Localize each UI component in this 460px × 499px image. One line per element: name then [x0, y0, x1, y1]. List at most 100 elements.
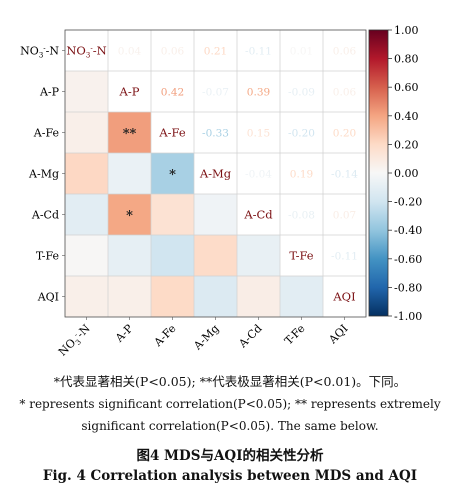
diagonal-variable-label: A-Cd: [243, 208, 273, 222]
correlation-value-label: -0.11: [245, 46, 272, 58]
heatmap-cell: [194, 30, 237, 71]
correlation-value-label: -0.08: [288, 210, 315, 222]
heatmap-cell: [323, 71, 366, 112]
heatmap-cell: [280, 153, 323, 194]
heatmap-cell: [151, 30, 194, 71]
heatmap-cell: [280, 112, 323, 153]
y-axis-tick-label: A-P: [39, 86, 60, 99]
colorbar-tick-label: -0.80: [394, 281, 422, 294]
x-axis-tick-label: NO3--N: [56, 322, 94, 360]
significance-mark: *: [169, 168, 176, 183]
y-axis-tick-label: A-Cd: [31, 209, 59, 222]
significance-note-en-line1: * represents significant correlation(P<0…: [19, 397, 441, 411]
heatmap-cell: [323, 153, 366, 194]
x-axis-tick-label: A-Cd: [236, 322, 265, 351]
heatmap-cell: [65, 276, 108, 317]
heatmap-cell: [65, 235, 108, 276]
figure-caption-en: Fig. 4 Correlation analysis between MDS …: [42, 468, 418, 484]
colorbar-tick-label: 0.60: [394, 81, 419, 94]
heatmap-cell: [65, 30, 108, 71]
heatmap-cell: [151, 276, 194, 317]
colorbar: [368, 29, 389, 317]
heatmap-cell: [194, 235, 237, 276]
heatmap-cell: [280, 30, 323, 71]
colorbar-tick-label: 0.40: [394, 110, 419, 123]
correlation-value-label: 0.04: [118, 46, 142, 58]
correlation-value-label: 0.07: [333, 210, 356, 222]
y-axis-tick-label: AQI: [37, 291, 59, 304]
heatmap-cell: [237, 30, 280, 71]
heatmap-cell: [237, 71, 280, 112]
correlation-value-label: 0.06: [161, 46, 185, 58]
heatmap-cell: [108, 30, 151, 71]
significance-mark: **: [123, 127, 137, 142]
colorbar-tick-label: -1.00: [394, 310, 422, 323]
heatmap-cell: [323, 30, 366, 71]
x-axis-tick-label: T-Fe: [282, 322, 308, 348]
y-axis-tick-label: T-Fe: [36, 250, 59, 263]
heatmap-cell: [151, 112, 194, 153]
colorbar-tick-label: -0.20: [394, 196, 422, 209]
heatmap-cell: [323, 112, 366, 153]
heatmap-cell: [108, 235, 151, 276]
heatmap-cell: [194, 276, 237, 317]
correlation-value-label: -0.07: [202, 87, 229, 99]
colorbar-tick-label: 0.00: [394, 167, 419, 180]
heatmap-cell: [108, 71, 151, 112]
correlation-value-label: 0.06: [333, 46, 357, 58]
correlation-value-label: 0.06: [333, 87, 357, 99]
x-axis-labels: NO3--N A-P A-Fe A-Mg A-Cd T-Fe AQI: [56, 317, 351, 360]
correlation-value-label: 0.42: [161, 87, 184, 99]
heatmap-cell: [280, 71, 323, 112]
correlation-value-label: 0.15: [247, 128, 270, 140]
heatmap-cell: [237, 194, 280, 235]
heatmap-cell: [323, 194, 366, 235]
diagonal-variable-label: A-Mg: [199, 167, 232, 181]
x-axis-tick-label: A-Fe: [151, 322, 179, 350]
colorbar-ticks: 1.00 0.80 0.60 0.40 0.20 0.00 -0.20 -0.40 -0.60 -…: [388, 24, 422, 323]
heatmap-cell: [65, 112, 108, 153]
correlation-value-label: -0.33: [202, 128, 229, 140]
significance-mark: *: [126, 209, 133, 224]
heatmap-cell: [151, 153, 194, 194]
heatmap-cell: [323, 235, 366, 276]
heatmap-cell: [108, 112, 151, 153]
heatmap-cell: [237, 235, 280, 276]
correlation-value-label: -0.14: [331, 169, 358, 181]
heatmap-cells: [65, 30, 366, 317]
x-axis-tick-label: A-Mg: [191, 322, 222, 353]
heatmap-cell: [108, 194, 151, 235]
heatmap-cell: [151, 235, 194, 276]
correlation-value-label: -0.20: [288, 128, 315, 140]
heatmap-cell: [108, 276, 151, 317]
correlation-value-label: 0.20: [333, 128, 356, 140]
diagonal-variable-label: A-Fe: [158, 126, 186, 140]
significance-note-cn: *代表显著相关(P<0.05); **代表极显著相关(P<0.01)。下同。: [53, 374, 407, 389]
heatmap-cell: [151, 194, 194, 235]
heatmap-cell: [237, 153, 280, 194]
heatmap-cell: [280, 194, 323, 235]
heatmap-cell: [194, 153, 237, 194]
colorbar-tick-label: 1.00: [394, 24, 419, 37]
heatmap-cell: [65, 194, 108, 235]
colorbar-tick-label: 0.80: [394, 53, 419, 66]
x-axis-tick-label: AQI: [326, 322, 351, 347]
heatmap-cell: [237, 276, 280, 317]
colorbar-tick-label: -0.60: [394, 253, 422, 266]
diagonal-variable-label: NO3--N: [66, 44, 106, 60]
heatmap-cell: [194, 194, 237, 235]
colorbar-tick-label: -0.40: [394, 224, 422, 237]
heatmap-cell: [65, 71, 108, 112]
correlation-value-label: 0.19: [290, 169, 313, 181]
heatmap-cell: [108, 153, 151, 194]
heatmap-cell: [194, 71, 237, 112]
x-axis-tick-label: A-P: [112, 322, 136, 346]
y-axis-tick-label: NO3--N: [20, 45, 59, 60]
correlation-value-label: 0.39: [247, 87, 270, 99]
figure-caption-cn: 图4 MDS与AQI的相关性分析: [136, 448, 324, 464]
heatmap-cell: [237, 112, 280, 153]
heatmap-cell: [151, 71, 194, 112]
y-axis-labels: NO3--N A-P A-Fe A-Mg A-Cd T-Fe AQI: [20, 45, 65, 304]
correlation-value-label: 0.21: [204, 46, 227, 58]
